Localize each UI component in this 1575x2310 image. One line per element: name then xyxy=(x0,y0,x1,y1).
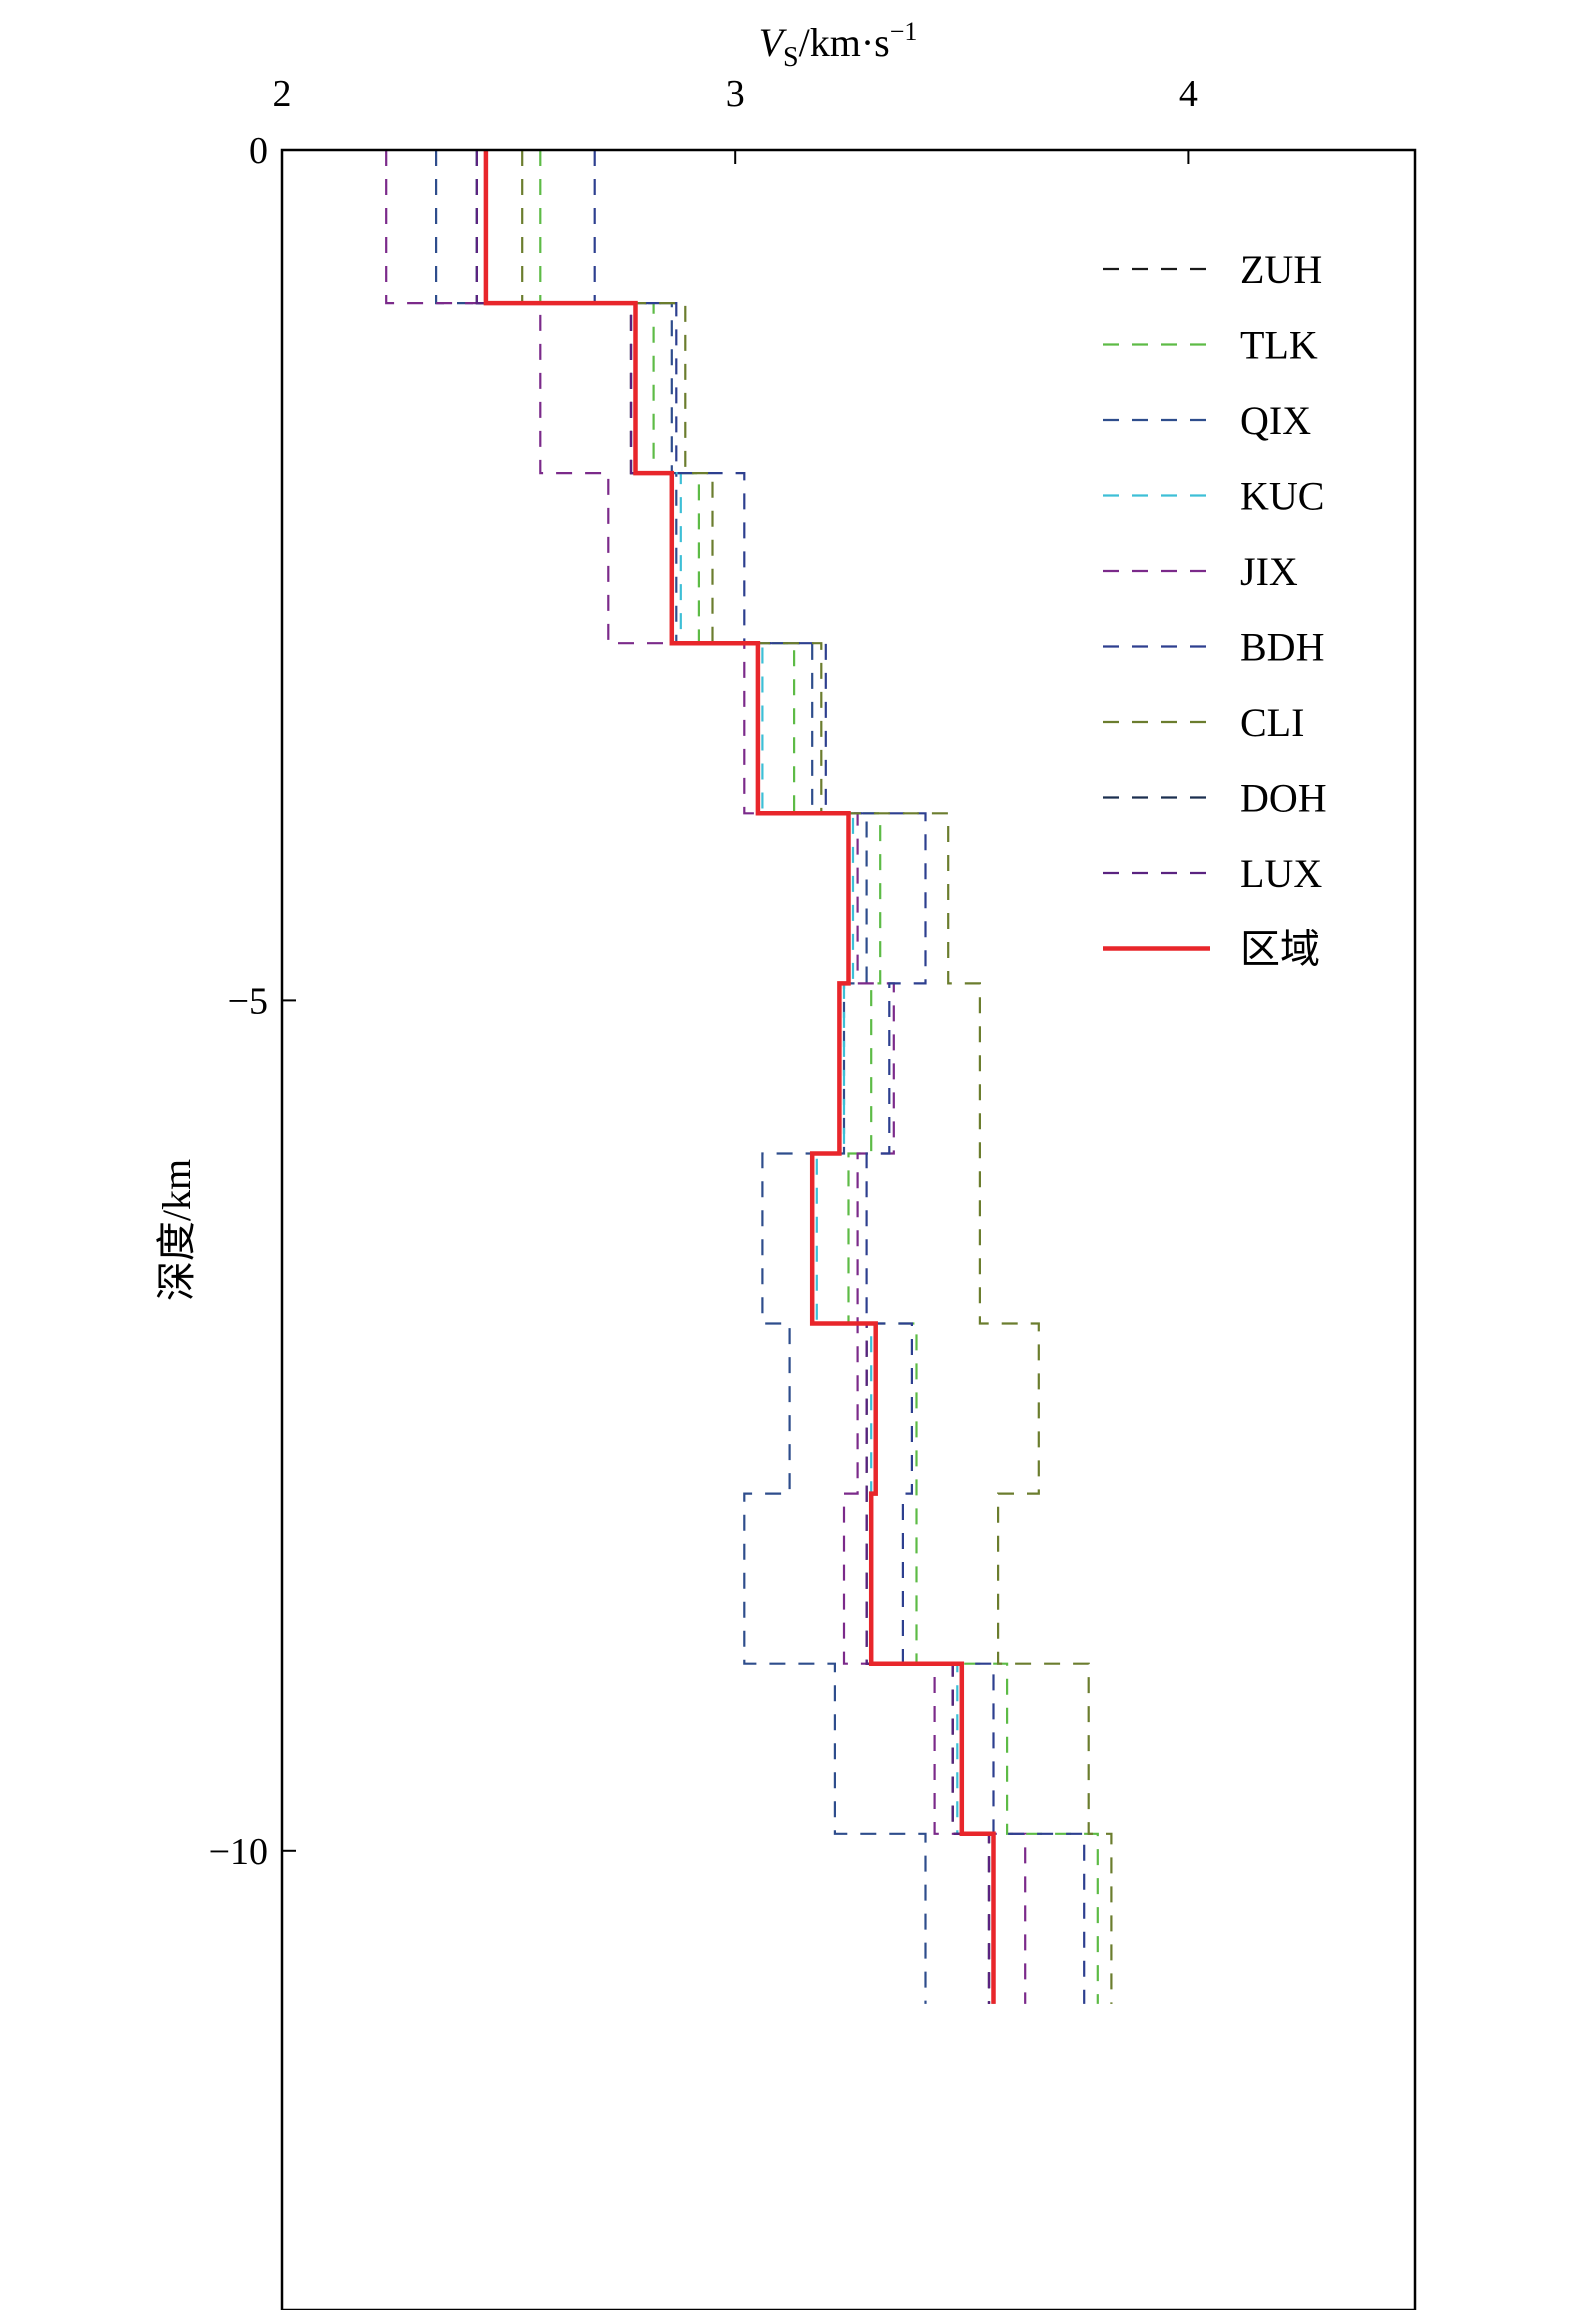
y-axis-title: 深度/km xyxy=(154,1159,199,1301)
series-line-cli xyxy=(521,150,1113,2004)
legend-label-3: KUC xyxy=(1240,474,1324,519)
x-tick-label-2: 4 xyxy=(1179,73,1198,115)
legend: ZUH TLK QIX KUC JIX BDH CLI DOH LUX 区域 xyxy=(1103,247,1327,972)
legend-label-5: BDH xyxy=(1240,625,1324,670)
legend-label-2: QIX xyxy=(1240,398,1311,443)
x-tick-label-1: 3 xyxy=(726,73,745,115)
legend-label-9: 区域 xyxy=(1240,927,1320,972)
y-tick-label-0: 0 xyxy=(249,130,268,172)
axes-layer: 2 3 4 0 −5 −10 xyxy=(209,73,1198,1873)
series-line-jix xyxy=(385,150,1027,2004)
series-line-doh xyxy=(475,150,991,2004)
legend-label-6: CLI xyxy=(1240,700,1304,745)
series-line-kuc xyxy=(475,150,995,2004)
y-tick-label-2: −10 xyxy=(209,1831,268,1873)
series-line--region xyxy=(483,150,996,2004)
series-line-zuh xyxy=(475,150,991,2004)
legend-label-4: JIX xyxy=(1240,549,1298,594)
legend-label-0: ZUH xyxy=(1240,247,1322,292)
series-line-qix xyxy=(435,150,927,2004)
legend-label-1: TLK xyxy=(1240,323,1318,368)
curves-layer xyxy=(385,150,1113,2004)
legend-label-8: LUX xyxy=(1240,851,1322,896)
x-axis-title: VS/km·s−1 xyxy=(759,17,918,73)
series-line-tlk xyxy=(539,150,1099,2004)
series-line-lux xyxy=(475,150,991,2004)
x-tick-label-0: 2 xyxy=(273,73,292,115)
y-tick-label-1: −5 xyxy=(228,980,268,1022)
plot-frame xyxy=(280,148,1417,2310)
legend-label-7: DOH xyxy=(1240,776,1327,821)
